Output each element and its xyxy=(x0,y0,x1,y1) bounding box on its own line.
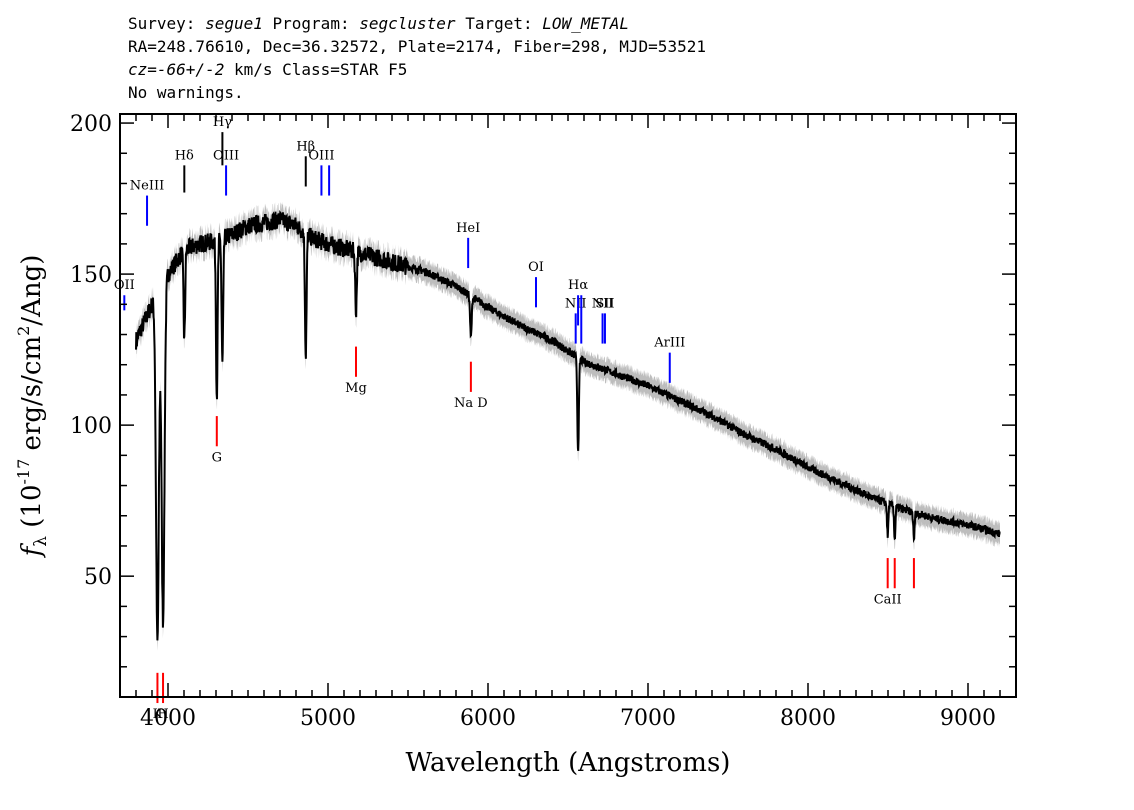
error-band-layer xyxy=(136,201,1000,651)
emission-label: ArIII xyxy=(653,336,685,351)
header-line-1: Survey: segue1 Program: segcluster Targe… xyxy=(128,12,706,35)
axes-layer: 4000 5000 6000 7000 8000 9000 50 100 150 200 xyxy=(70,112,1017,731)
x-axis-title: Wavelength (Angstroms) xyxy=(406,748,731,778)
program-label: Program: xyxy=(272,14,350,33)
y-tick-label: 150 xyxy=(70,263,112,288)
x-tick-label: 6000 xyxy=(460,706,516,731)
x-tick-label: 5000 xyxy=(300,706,356,731)
survey-label: Survey: xyxy=(128,14,196,33)
target-label: Target: xyxy=(465,14,533,33)
emission-label: SII xyxy=(595,296,614,311)
absorption-label: Mg xyxy=(345,381,367,396)
emission-label: Hγ xyxy=(213,115,232,130)
class-value: Class=STAR F5 xyxy=(282,60,408,79)
absorption-label: CaII xyxy=(874,592,902,607)
plot-frame xyxy=(119,113,1017,698)
target-value: LOW_METAL xyxy=(542,14,629,33)
emission-label: OIII xyxy=(213,148,239,163)
y-tick-label: 200 xyxy=(70,112,112,137)
program-value: segcluster xyxy=(359,14,456,33)
absorption-label: H xyxy=(157,707,168,722)
survey-value: segue1 xyxy=(205,14,263,33)
emission-label: Hδ xyxy=(175,148,194,163)
header-line-4: No warnings. xyxy=(128,83,244,102)
emission-label: Hα xyxy=(568,278,588,293)
absorption-label: G xyxy=(212,450,222,465)
x-tick-label: 9000 xyxy=(940,706,996,731)
x-tick-label: 8000 xyxy=(780,706,836,731)
emission-label: NII xyxy=(565,296,587,311)
absorption-label: K xyxy=(153,707,163,722)
redshift-value: cz=-66+/-2 xyxy=(128,60,225,79)
redshift-units: km/s xyxy=(233,60,273,79)
y-tick-label: 50 xyxy=(84,565,112,590)
spectrum-header: Survey: segue1 Program: segcluster Targe… xyxy=(128,12,706,104)
spectrum-line xyxy=(135,210,1001,641)
error-band xyxy=(136,201,1000,651)
y-tick-label: 100 xyxy=(70,414,112,439)
x-tick-label: 7000 xyxy=(620,706,676,731)
header-line-2: RA=248.76610, Dec=36.32572, Plate=2174, … xyxy=(128,37,706,56)
x-tick-label: 4000 xyxy=(140,706,196,731)
emission-label: NeIII xyxy=(130,179,164,194)
emission-label: OIII xyxy=(308,148,334,163)
emission-label: OI xyxy=(528,260,544,275)
y-axis-title: fλ (10-17 erg/s/cm2/Ang) xyxy=(14,255,51,559)
emission-label: Hβ xyxy=(296,139,315,154)
emission-label: NII xyxy=(592,296,614,311)
emission-label: OII xyxy=(114,278,135,293)
absorption-label: Na D xyxy=(454,396,488,411)
header-line-3: cz=-66+/-2 km/s Class=STAR F5 xyxy=(128,58,706,81)
spectrum-layer xyxy=(135,210,1001,641)
line-marker-layer: OIINeIIIHδHγOIIIHβOIIIHeIOINIIHαNIISIIAr… xyxy=(114,115,915,722)
emission-label: HeI xyxy=(456,221,480,236)
